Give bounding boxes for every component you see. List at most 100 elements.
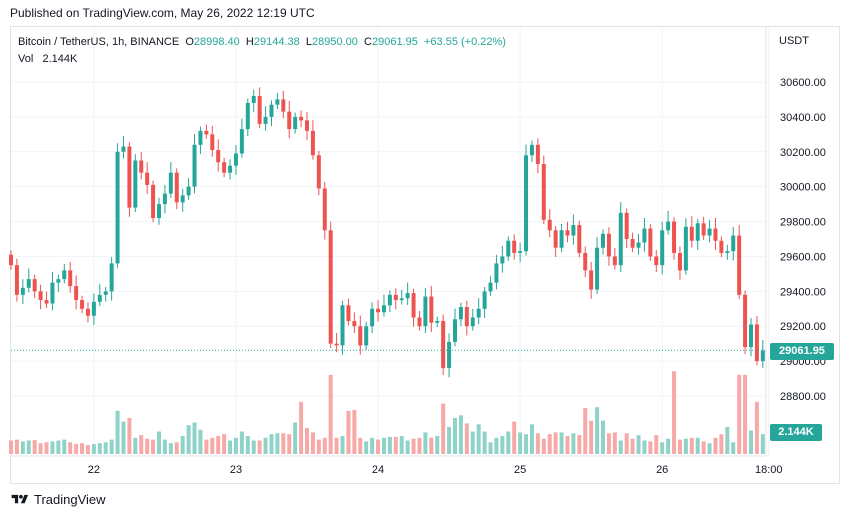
volume-bar [293,422,298,454]
price-tick-label: 28800.00 [780,391,826,403]
candle-body [754,324,759,362]
candle-body [186,186,191,196]
candle-body [689,226,694,241]
candle-body [44,300,49,304]
candle-body [328,230,333,344]
candle-body [417,317,422,327]
candle-body [216,150,221,163]
volume-bar [186,425,191,454]
candle-body [32,279,37,292]
candle-body [370,308,375,327]
candle-body [14,265,19,295]
footer-branding[interactable]: TradingView [10,492,106,507]
candle-body [334,343,339,346]
volume-bar [192,422,197,454]
candle-body [162,193,167,205]
volume-bar [601,420,605,454]
volume-legend: Vol 2.144K [18,53,77,65]
candle-body [210,134,215,151]
volume-bar [109,439,114,454]
volume-bar [299,401,304,454]
volume-bar [695,437,700,454]
volume-bar [233,437,238,454]
volume-bar [103,442,108,454]
volume-bar [672,371,677,454]
candle-body [760,350,765,362]
footer-brand-text: TradingView [34,492,106,507]
candle-body [139,160,144,173]
candle-body [464,307,469,327]
candle-body [713,228,718,241]
volume-bar [488,442,493,454]
volume-bar [263,437,268,454]
open-value: 28998.40 [193,36,240,48]
volume-bar [435,436,440,454]
candle-body [62,270,67,280]
candle-body [340,305,345,346]
candle-body [74,286,79,301]
volume-bar [618,440,623,454]
volume-bar [352,409,357,454]
candle-body [263,116,268,124]
candle-body [145,172,150,185]
candle-body [245,102,250,130]
candle-body [222,162,227,173]
volume-bar [157,431,161,454]
currency-label[interactable]: USDT [779,35,809,47]
volume-bar [168,443,173,454]
volume-bar [518,432,523,454]
change-value: +63.55 (+0.22%) [423,36,506,48]
volume-bar [387,436,392,454]
candle-body [168,172,173,194]
volume-bar [760,434,765,454]
volume-bar [612,432,617,454]
candle-body [482,291,487,309]
symbol-legend: Bitcoin / TetherUS, 1h, BINANCE O28998.4… [18,36,506,48]
time-tick-label: 25 [514,464,526,476]
candle-body [571,225,576,236]
candle-body [97,294,102,302]
candle-body [541,163,546,220]
volume-bar [239,431,244,454]
candle-body [725,251,730,253]
volume-bar [731,442,736,454]
volume-bar [535,433,540,454]
candle-body [494,263,499,283]
volume-bar [677,439,682,454]
low-label: L [305,36,312,48]
time-tick-label: 22 [88,464,100,476]
time-tick-label: 26 [656,464,668,476]
volume-bar [743,374,748,454]
volume-bar [74,444,79,454]
candle-body [121,146,126,152]
candle-body [660,230,665,266]
candle-body [547,219,552,231]
candle-body [672,221,677,253]
price-axis-ticks: 28800.0029000.0029200.0029400.0029600.00… [780,77,826,403]
candle-body [529,144,534,156]
volume-bar [494,437,499,454]
price-tick-label: 29200.00 [780,321,826,333]
candle-body [612,256,617,266]
volume-bar [328,374,333,454]
volume-bar [20,441,25,454]
volume-bar [606,433,611,454]
candle-body [648,228,653,257]
candle-body [470,317,475,327]
candle-body [127,146,132,208]
volume-bar [305,427,309,454]
candle-body [192,144,197,187]
volume-bar [216,436,221,454]
candle-body [506,240,511,257]
candle-body [488,282,493,292]
volume-bar [115,410,120,454]
candle-body [358,326,363,346]
candle-body [133,160,138,208]
volume-bar [174,442,179,454]
volume-bar [151,439,156,454]
candle-body [731,235,736,252]
price-tick-label: 30400.00 [780,112,826,124]
time-axis-ticks: 22 23 24 25 26 18:00 [88,464,783,476]
volume-bar [453,418,457,454]
